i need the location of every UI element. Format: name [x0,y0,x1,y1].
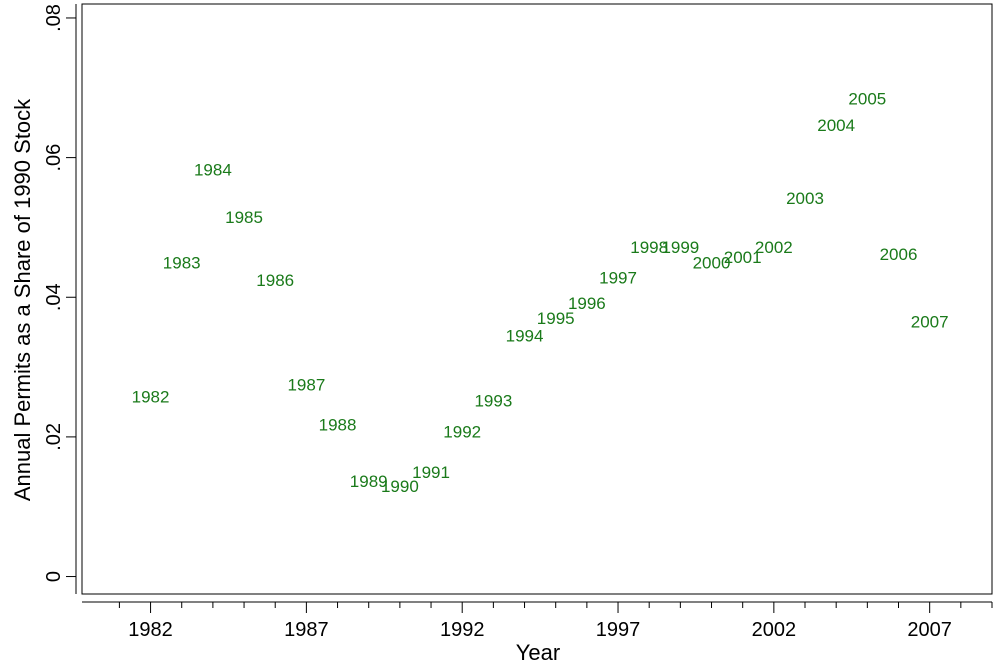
x-tick-label: 2007 [907,619,952,641]
point-label-1995: 1995 [537,309,575,328]
point-label-1994: 1994 [506,327,544,346]
point-label-1992: 1992 [443,422,481,441]
point-label-1991: 1991 [412,463,450,482]
y-tick-label: .08 [43,4,65,32]
point-label-1982: 1982 [132,387,170,406]
point-label-1987: 1987 [287,376,325,395]
point-label-1990: 1990 [381,477,419,496]
point-label-1993: 1993 [474,392,512,411]
point-label-1996: 1996 [568,294,606,313]
point-label-1984: 1984 [194,160,232,179]
x-tick-label: 1982 [128,619,173,641]
point-label-1998: 1998 [630,238,668,257]
point-label-1986: 1986 [256,271,294,290]
point-label-2005: 2005 [848,89,886,108]
y-tick-label: 0 [43,571,65,582]
point-label-2002: 2002 [755,238,793,257]
y-axis: 0 .02 .04 .06 .08 [43,4,77,594]
data-points: 1982 1983 1984 1985 1986 1987 1988 198919901991… [132,89,949,496]
point-label-2006: 2006 [880,245,918,264]
point-label-1985: 1985 [225,208,263,227]
point-label-1997: 1997 [599,269,637,288]
point-label-1989: 1989 [350,472,388,491]
x-axis: 1982 1987 1992 1997 2002 2007 [82,601,993,641]
point-label-2003: 2003 [786,189,824,208]
point-label-1983: 1983 [163,253,201,272]
point-label-1999: 1999 [661,238,699,257]
point-label-2007: 2007 [911,313,949,332]
y-tick-label: .02 [43,423,65,451]
point-label-2004: 2004 [817,116,855,135]
x-tick-label: 1997 [596,619,641,641]
x-tick-label: 1987 [284,619,329,641]
y-axis-title: Annual Permits as a Share of 1990 Stock [10,98,35,501]
point-label-2000: 2000 [693,253,731,272]
x-tick-label: 2002 [752,619,797,641]
point-label-1988: 1988 [319,415,357,434]
x-tick-label: 1992 [440,619,485,641]
point-label-2001: 2001 [724,248,762,267]
x-axis-title: Year [516,640,560,665]
y-tick-label: .06 [43,144,65,172]
plot-frame [81,3,993,595]
y-tick-label: .04 [43,283,65,311]
